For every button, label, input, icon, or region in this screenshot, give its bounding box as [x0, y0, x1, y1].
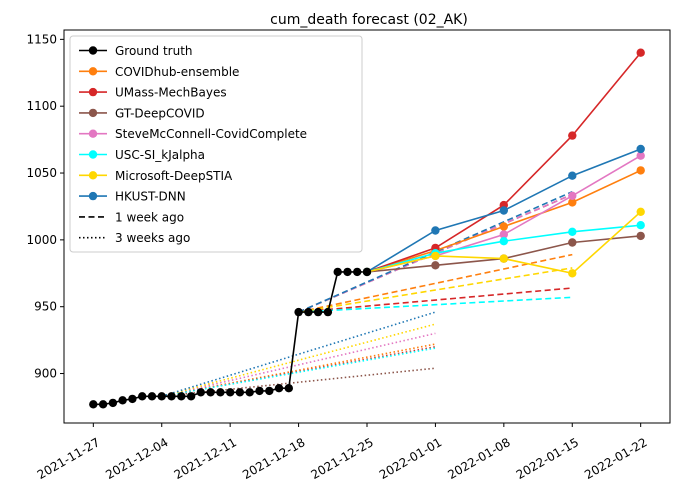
- y-tick-label-4: 1100: [26, 99, 57, 113]
- umass-mechbayes-point-4: [636, 48, 645, 57]
- ground-truth-point-17: [255, 386, 264, 396]
- ground-truth-point-22: [304, 307, 313, 317]
- microsoft-deepstia-3-weeks-ago-line: [161, 323, 436, 398]
- legend-label-covidhub-ensemble: COVIDhub-ensemble: [115, 65, 239, 79]
- usc-si-kjalpha-point-3: [568, 227, 577, 236]
- ground-truth-point-20: [284, 384, 293, 393]
- y-tick-label-1: 950: [34, 300, 57, 314]
- covidhub-ensemble-point-2: [499, 222, 508, 231]
- ground-truth-point-16: [245, 388, 254, 397]
- y-tick-label-5: 1150: [26, 32, 57, 46]
- ground-truth-point-0: [89, 400, 98, 409]
- legend-marker-umass-mechbayes: [88, 87, 98, 97]
- ground-truth-point-13: [216, 388, 225, 397]
- legend-box: [69, 35, 363, 253]
- ground-truth-point-8: [167, 392, 176, 401]
- stevemcconnell-covidcomplete-point-2: [499, 230, 508, 239]
- hkust-dnn-point-1: [431, 226, 440, 235]
- ground-truth-point-2: [108, 398, 118, 408]
- stevemcconnell-covidcomplete-point-3: [568, 191, 577, 200]
- ground-truth-point-24: [323, 307, 333, 317]
- y-tick-label-0: 900: [34, 367, 57, 381]
- ground-truth-point-5: [138, 392, 147, 401]
- legend-marker-usc-si-kjalpha: [88, 150, 98, 159]
- ground-truth-point-3: [118, 396, 127, 405]
- series-markers: [89, 48, 645, 409]
- gt-deepcovid-point-1: [431, 261, 440, 270]
- gt-deepcovid-point-3: [568, 238, 577, 247]
- hkust-dnn-point-3: [568, 171, 577, 180]
- legend-label-microsoft-deepstia: Microsoft-DeepSTIA: [115, 169, 233, 183]
- microsoft-deepstia-point-4: [636, 207, 645, 216]
- x-tick-label-6: 2022-01-08: [445, 435, 512, 482]
- ground-truth-point-18: [265, 386, 274, 396]
- legend-label-usc-si-kjalpha: USC-SI_kJalpha: [115, 148, 205, 162]
- x-tick-label-8: 2022-01-22: [582, 435, 649, 482]
- legend-label-stevemcconnell-covidcomplete: SteveMcConnell-CovidComplete: [115, 127, 307, 141]
- ground-truth-point-11: [196, 388, 205, 397]
- ground-truth-point-23: [313, 307, 323, 317]
- legend-marker-stevemcconnell-covidcomplete: [88, 129, 98, 138]
- covidhub-ensemble-point-3: [568, 198, 577, 207]
- legend-label-3-weeks-ago: 3 weeks ago: [115, 231, 190, 245]
- microsoft-deepstia-1-week-ago-line: [298, 267, 573, 313]
- ground-truth-point-9: [177, 392, 186, 401]
- stevemcconnell-covidcomplete-3-weeks-ago-line: [161, 332, 436, 398]
- legend-marker-covidhub-ensemble: [88, 67, 98, 76]
- hkust-dnn-point-2: [499, 206, 508, 215]
- ground-truth-point-27: [353, 267, 362, 277]
- umass-mechbayes-1-week-ago-line: [298, 287, 573, 313]
- x-tick-label-3: 2021-12-18: [240, 435, 307, 482]
- x-tick-label-1: 2021-12-04: [103, 435, 170, 482]
- covidhub-ensemble-3-weeks-ago-line: [161, 343, 436, 398]
- ground-truth-point-7: [157, 392, 166, 401]
- legend-label-umass-mechbayes: UMass-MechBayes: [115, 86, 227, 100]
- y-tick-label-2: 1000: [26, 233, 57, 247]
- usc-si-kjalpha-1-week-ago-line: [298, 296, 573, 313]
- microsoft-deepstia-point-2: [499, 254, 508, 263]
- ground-truth-point-12: [206, 388, 215, 397]
- hkust-dnn-1-week-ago-line: [298, 190, 573, 313]
- hkust-dnn-point-4: [636, 144, 645, 154]
- ground-truth-point-14: [226, 388, 235, 397]
- y-tick-label-3: 1050: [26, 166, 57, 180]
- x-tick-label-0: 2021-11-27: [35, 435, 102, 482]
- ground-truth-point-21: [294, 307, 303, 317]
- x-tick-label-5: 2022-01-01: [377, 435, 444, 482]
- ground-truth-point-28: [362, 267, 372, 277]
- microsoft-deepstia-point-1: [431, 251, 440, 261]
- covidhub-ensemble-point-4: [636, 166, 645, 175]
- ground-truth-point-25: [333, 267, 342, 277]
- legend-marker-ground-truth: [88, 46, 98, 55]
- x-tick-label-2: 2021-12-11: [172, 435, 239, 482]
- chart-title: cum_death forecast (02_AK): [270, 12, 468, 28]
- legend-marker-hkust-dnn: [88, 191, 98, 201]
- ground-truth-point-4: [128, 394, 137, 404]
- umass-mechbayes-point-3: [568, 131, 577, 140]
- gt-deepcovid-3-weeks-ago-line: [161, 367, 436, 398]
- x-tick-label-7: 2022-01-15: [514, 435, 581, 482]
- legend-label-1-week-ago: 1 week ago: [115, 210, 184, 224]
- legend-marker-gt-deepcovid: [88, 108, 98, 118]
- legend-label-hkust-dnn: HKUST-DNN: [115, 190, 186, 204]
- legend-label-ground-truth: Ground truth: [115, 44, 193, 58]
- stevemcconnell-covidcomplete-point-4: [636, 151, 645, 160]
- usc-si-kjalpha-point-2: [499, 237, 508, 246]
- microsoft-deepstia-point-3: [568, 269, 577, 278]
- ground-truth-point-10: [186, 392, 196, 401]
- x-tick-label-4: 2021-12-25: [308, 435, 375, 482]
- legend-marker-microsoft-deepstia: [88, 171, 98, 180]
- legend-label-gt-deepcovid: GT-DeepCOVID: [115, 106, 205, 120]
- ground-truth-point-19: [274, 384, 284, 393]
- gt-deepcovid-point-4: [636, 231, 645, 241]
- ground-truth-point-1: [98, 400, 108, 409]
- ground-truth-point-6: [147, 392, 157, 401]
- usc-si-kjalpha-point-4: [636, 221, 645, 230]
- ground-truth-point-26: [343, 267, 352, 277]
- ground-truth-point-15: [235, 388, 245, 397]
- legend: Ground truth COVIDhub-ensemble UMass-MechB…: [69, 35, 363, 253]
